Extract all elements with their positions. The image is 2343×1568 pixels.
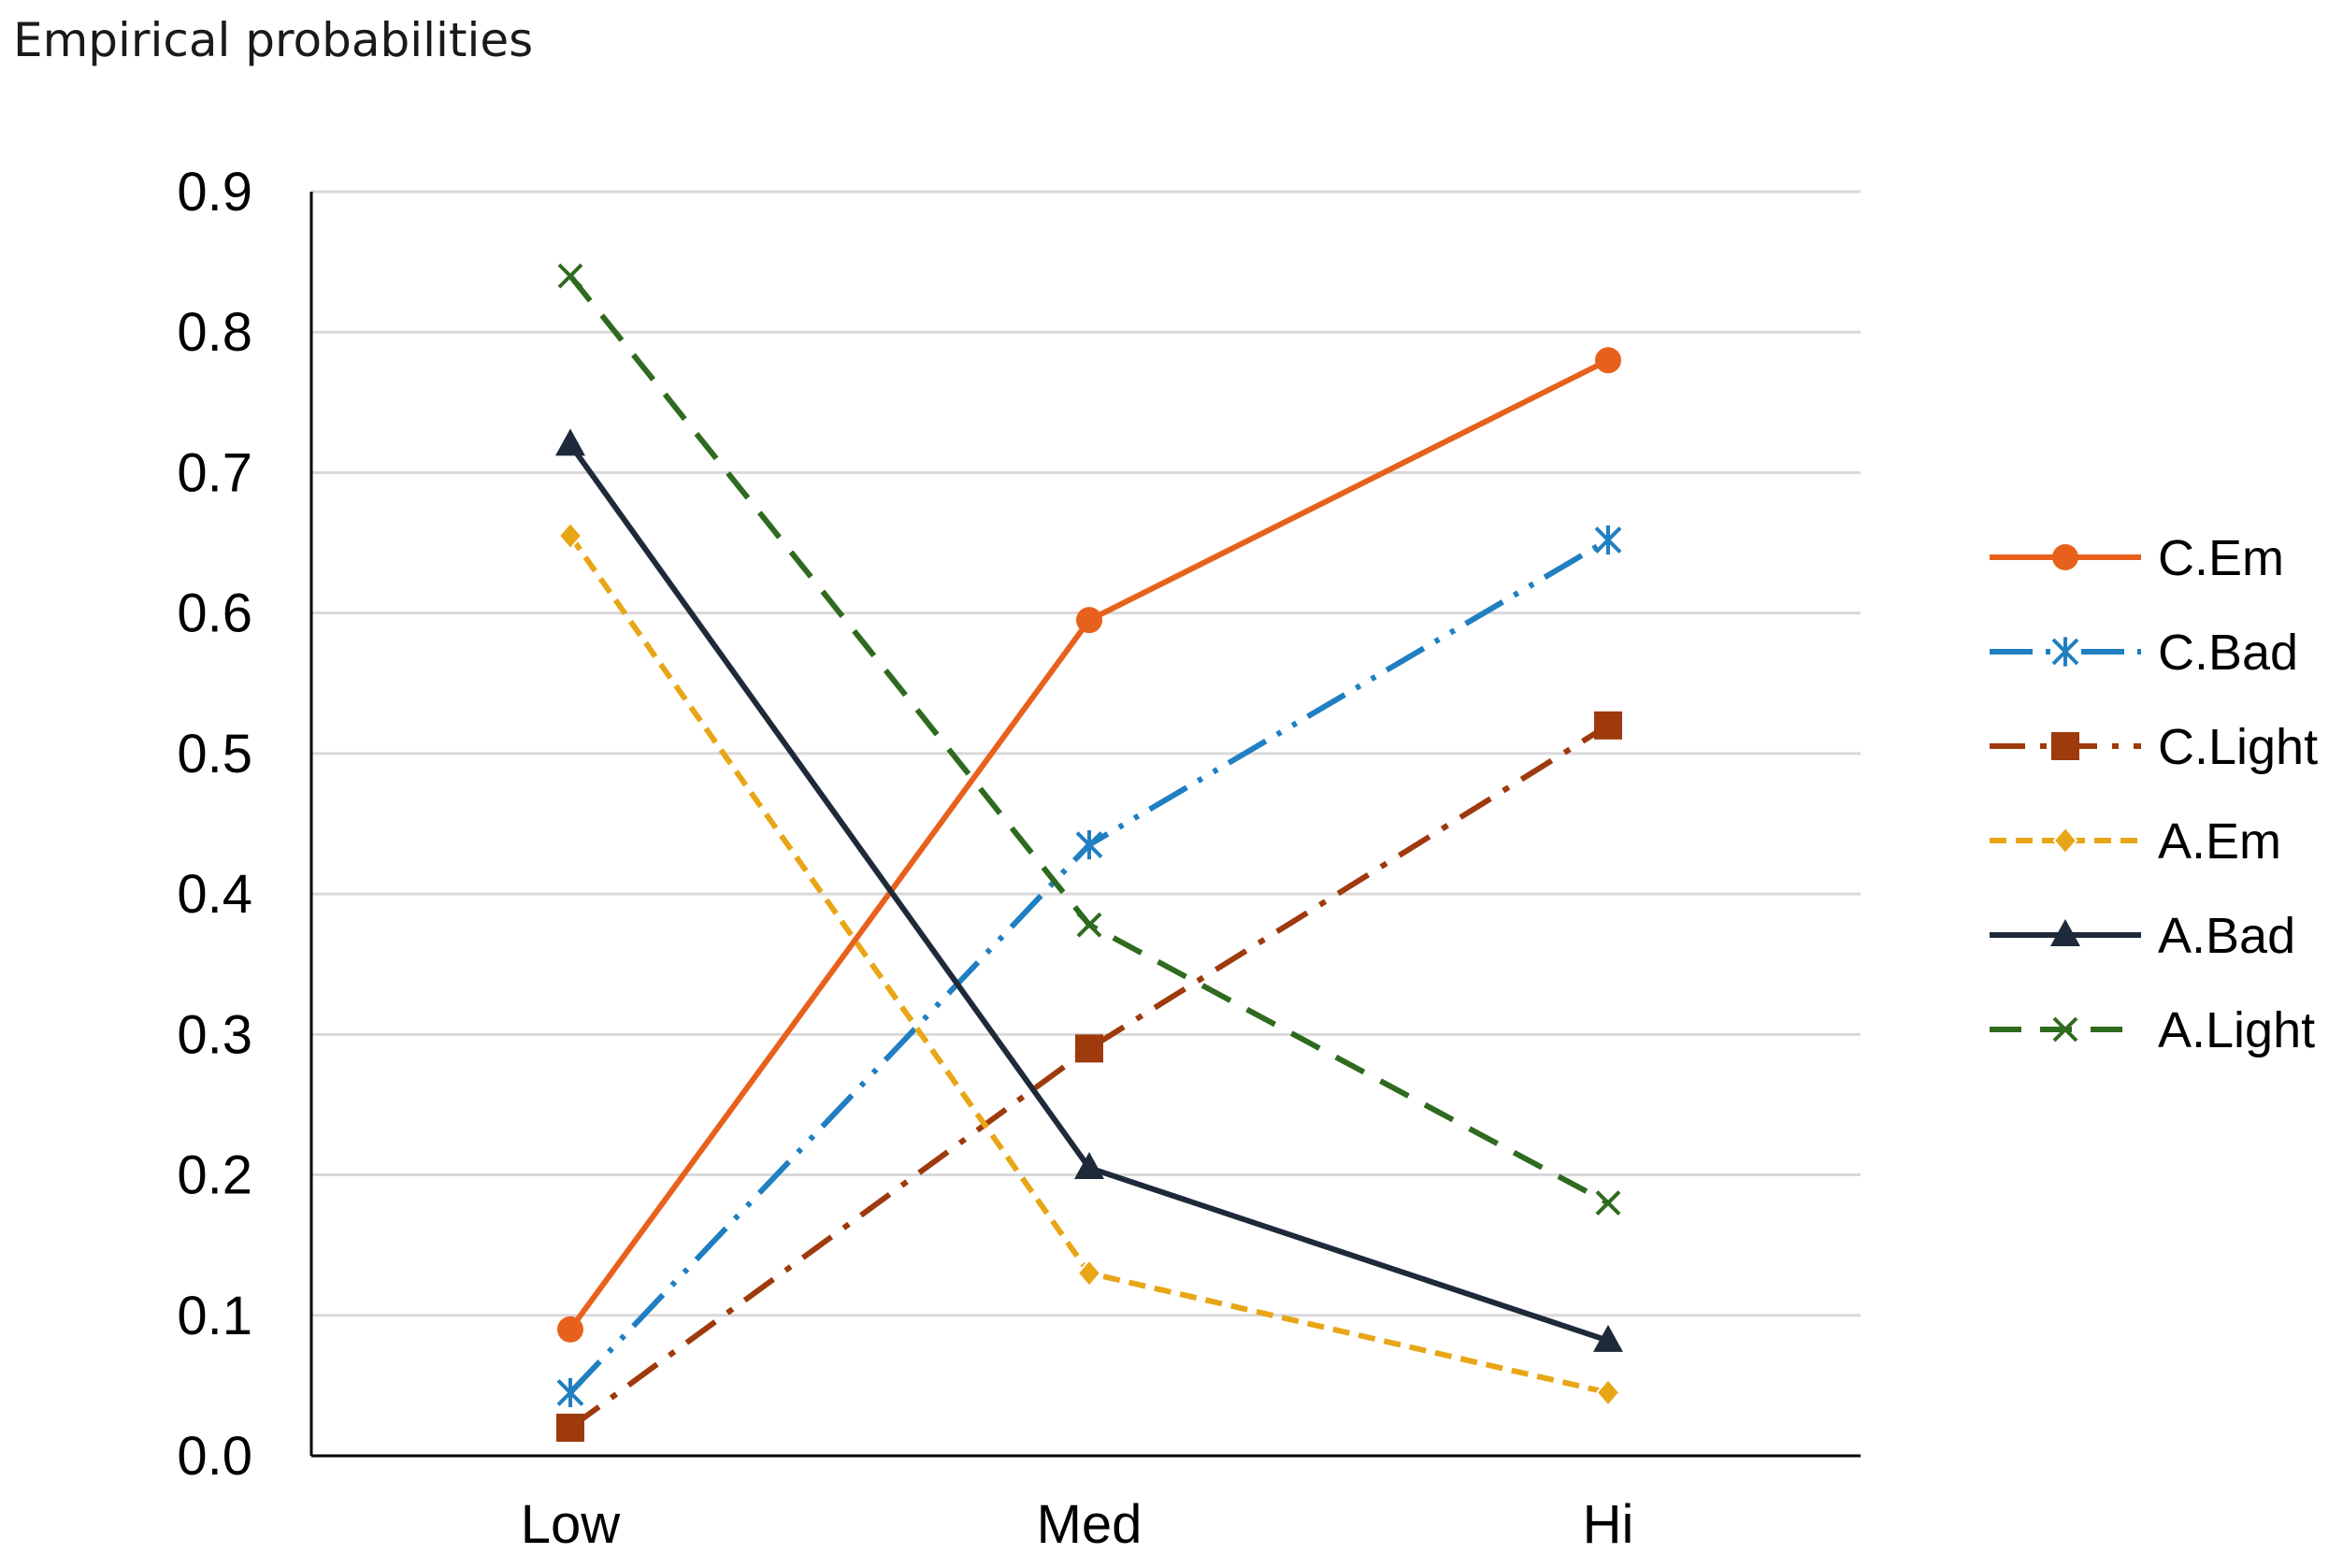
legend-item: A.Em [1990, 813, 2281, 870]
data-point-marker [1594, 711, 1622, 740]
data-point-marker [1595, 1190, 1621, 1216]
y-tick-label: 0.6 [177, 583, 252, 644]
data-point-marker [556, 1413, 584, 1442]
data-point-marker [1595, 1377, 1621, 1407]
data-point-marker [2051, 732, 2079, 760]
legend: C.Em C.Bad C.Light A.Em A.Bad A.Light [1990, 530, 2318, 1058]
data-point-marker [1593, 1324, 1623, 1352]
data-point-marker [2052, 544, 2078, 570]
x-tick-label: Med [1037, 1494, 1143, 1555]
legend-label: A.Bad [2158, 908, 2295, 964]
data-point-marker [1075, 829, 1103, 860]
chart-title: Empirical probabilities [13, 13, 534, 67]
legend-label: C.Bad [2158, 625, 2298, 681]
axes: 0.0 0.1 0.2 0.3 0.4 0.5 0.6 0.7 0.8 0.9 Low Med Hi [177, 162, 1861, 1555]
data-point-marker [555, 428, 585, 456]
legend-label: C.Em [2158, 530, 2284, 586]
x-tick-label: Hi [1583, 1494, 1634, 1555]
series-line [568, 274, 1610, 1206]
y-tick-label: 0.0 [177, 1426, 252, 1487]
legend-item: C.Em [1990, 530, 2284, 586]
series-line [568, 442, 1609, 1344]
legend-label: C.Light [2158, 719, 2318, 775]
series-lines [555, 263, 1623, 1442]
data-point-marker [557, 521, 583, 551]
data-point-marker [2050, 919, 2080, 946]
y-tick-label: 0.7 [177, 442, 252, 503]
data-point-marker [1076, 607, 1102, 634]
legend-item: A.Light [1990, 1002, 2315, 1058]
data-point-marker [1074, 1152, 1104, 1180]
y-tick-label: 0.9 [177, 162, 252, 223]
data-point-marker [2052, 1016, 2078, 1043]
data-point-marker [557, 263, 583, 289]
legend-item: C.Light [1990, 719, 2318, 775]
gridlines [311, 190, 1861, 1317]
y-tick-label: 0.3 [177, 1004, 252, 1065]
y-tick-label: 0.4 [177, 864, 252, 925]
data-point-marker [1595, 347, 1621, 374]
data-point-marker [557, 1316, 583, 1343]
data-point-marker [2052, 826, 2078, 856]
legend-label: A.Light [2158, 1002, 2315, 1058]
data-point-marker [1594, 525, 1622, 555]
data-point-marker [556, 1377, 584, 1407]
legend-item: A.Bad [1990, 908, 2295, 964]
x-tick-label: Low [521, 1494, 622, 1555]
y-tick-label: 0.5 [177, 724, 252, 784]
data-point-marker [1076, 1259, 1102, 1288]
legend-label: A.Em [2158, 813, 2281, 870]
data-point-marker [2051, 637, 2079, 667]
y-tick-label: 0.8 [177, 302, 252, 363]
y-tick-label: 0.1 [177, 1286, 252, 1346]
data-point-marker [1075, 1034, 1103, 1063]
data-point-marker [1076, 912, 1102, 938]
y-tick-label: 0.2 [177, 1145, 252, 1206]
legend-item: C.Bad [1990, 625, 2298, 681]
